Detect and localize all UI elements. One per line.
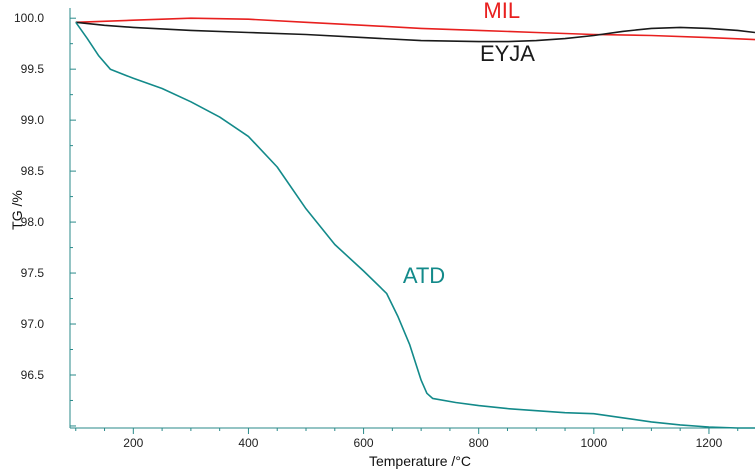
x-ticks: 200 400 600 800 1000 1200	[75, 428, 739, 450]
x-axis-title: Temperature /°C	[369, 453, 471, 469]
x-tick-label: 1200	[696, 436, 723, 450]
series-line-eyja	[75, 21, 755, 43]
label-eyja: EYJA	[480, 41, 535, 66]
y-tick-label: 99.5	[21, 62, 45, 76]
x-tick-label: 800	[469, 436, 489, 450]
y-tick-label: 96.5	[21, 368, 45, 382]
series-labels: MIL EYJA ATD	[403, 0, 535, 288]
label-mil: MIL	[483, 0, 520, 23]
series-line-mil	[75, 17, 755, 41]
y-tick-label: 98.5	[21, 164, 45, 178]
y-tick-label: 99.0	[21, 113, 45, 127]
x-tick-label: 400	[238, 436, 258, 450]
label-atd: ATD	[403, 263, 445, 288]
x-tick-label: 1000	[580, 436, 607, 450]
y-axis-title: TG /%	[9, 190, 25, 230]
axes	[69, 8, 755, 429]
series-line-atd	[75, 21, 755, 429]
y-tick-label: 97.0	[21, 317, 45, 331]
x-tick-label: 600	[354, 436, 374, 450]
y-tick-label: 97.5	[21, 266, 45, 280]
y-tick-label: 98.0	[21, 215, 45, 229]
y-ticks: 96.5 97.0 97.5 98.0 98.5 99.0 99.5 100.0	[14, 11, 76, 427]
x-tick-label: 200	[123, 436, 143, 450]
y-tick-label: 100.0	[14, 11, 44, 25]
series-lines	[75, 17, 755, 429]
